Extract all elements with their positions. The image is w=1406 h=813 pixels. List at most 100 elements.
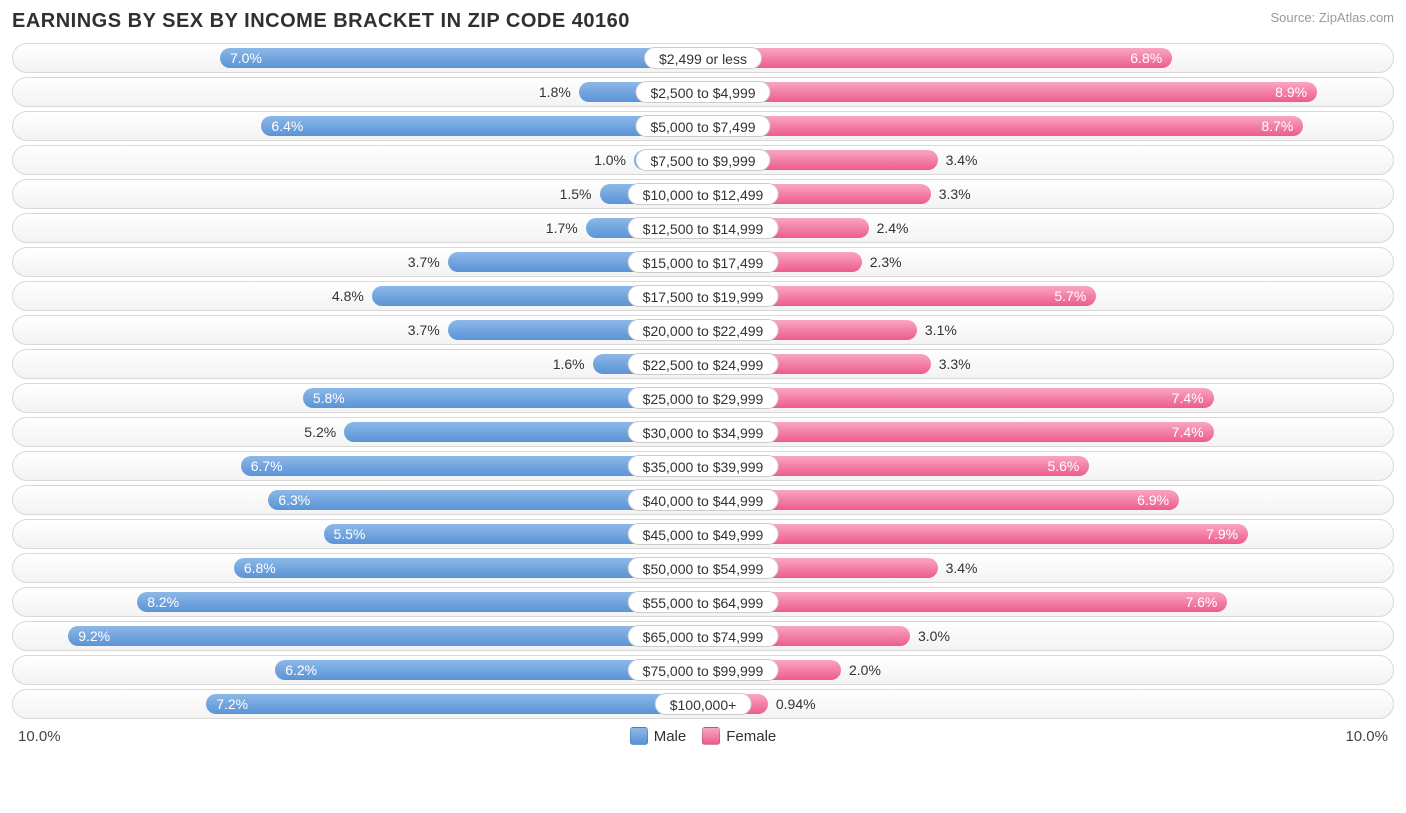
chart-row: 9.2% 3.0% $65,000 to $74,999: [12, 621, 1394, 651]
female-value-label: 7.6%: [1175, 592, 1227, 612]
chart-row: 5.8% 7.4% $25,000 to $29,999: [12, 383, 1394, 413]
male-value-label: 6.2%: [275, 660, 327, 680]
chart-row: 1.7% 2.4% $12,500 to $14,999: [12, 213, 1394, 243]
bracket-label: $30,000 to $34,999: [628, 421, 779, 443]
bracket-label: $5,000 to $7,499: [635, 115, 770, 137]
legend-male-label: Male: [654, 728, 687, 745]
chart-row: 1.6% 3.3% $22,500 to $24,999: [12, 349, 1394, 379]
bracket-label: $100,000+: [655, 693, 752, 715]
chart-row: 5.2% 7.4% $30,000 to $34,999: [12, 417, 1394, 447]
bracket-label: $65,000 to $74,999: [628, 625, 779, 647]
bracket-label: $45,000 to $49,999: [628, 523, 779, 545]
male-bar: [220, 48, 703, 68]
female-value-label: 3.3%: [931, 184, 971, 204]
male-value-label: 6.8%: [234, 558, 286, 578]
bracket-label: $25,000 to $29,999: [628, 387, 779, 409]
chart-row: 1.0% 3.4% $7,500 to $9,999: [12, 145, 1394, 175]
bracket-label: $12,500 to $14,999: [628, 217, 779, 239]
female-bar: [703, 422, 1214, 442]
bracket-label: $50,000 to $54,999: [628, 557, 779, 579]
male-value-label: 8.2%: [137, 592, 189, 612]
male-value-label: 4.8%: [332, 286, 372, 306]
female-value-label: 3.4%: [938, 558, 978, 578]
bracket-label: $10,000 to $12,499: [628, 183, 779, 205]
chart-row: 6.3% 6.9% $40,000 to $44,999: [12, 485, 1394, 515]
male-swatch-icon: [630, 727, 648, 745]
female-value-label: 3.3%: [931, 354, 971, 374]
header: EARNINGS BY SEX BY INCOME BRACKET IN ZIP…: [12, 10, 1394, 33]
male-value-label: 6.4%: [261, 116, 313, 136]
male-value-label: 5.2%: [304, 422, 344, 442]
chart-row: 8.2% 7.6% $55,000 to $64,999: [12, 587, 1394, 617]
axis-left-label: 10.0%: [18, 728, 61, 745]
source-label: Source: ZipAtlas.com: [1270, 10, 1394, 25]
chart-row: 7.2% 0.94% $100,000+: [12, 689, 1394, 719]
female-bar: [703, 82, 1317, 102]
bracket-label: $40,000 to $44,999: [628, 489, 779, 511]
female-value-label: 2.3%: [862, 252, 902, 272]
chart-row: 5.5%7.9%$45,000 to $49,999: [12, 519, 1394, 549]
female-bar: [703, 524, 1248, 544]
female-value-label: 3.1%: [917, 320, 957, 340]
bracket-label: $20,000 to $22,499: [628, 319, 779, 341]
axis-right-label: 10.0%: [1345, 728, 1388, 745]
bracket-label: $15,000 to $17,499: [628, 251, 779, 273]
male-value-label: 7.2%: [206, 694, 258, 714]
female-value-label: 8.7%: [1251, 116, 1303, 136]
female-value-label: 5.7%: [1044, 286, 1096, 306]
female-value-label: 7.4%: [1162, 422, 1214, 442]
male-value-label: 1.0%: [594, 150, 634, 170]
female-value-label: 6.9%: [1127, 490, 1179, 510]
male-value-label: 1.7%: [546, 218, 586, 238]
male-bar: [137, 592, 703, 612]
bracket-label: $22,500 to $24,999: [628, 353, 779, 375]
female-value-label: 2.0%: [841, 660, 881, 680]
legend-male: Male: [630, 727, 687, 745]
female-value-label: 2.4%: [869, 218, 909, 238]
male-value-label: 7.0%: [220, 48, 272, 68]
bracket-label: $2,500 to $4,999: [635, 81, 770, 103]
chart-row: 7.0% 6.8% $2,499 or less: [12, 43, 1394, 73]
male-value-label: 1.6%: [553, 354, 593, 374]
chart-row: 6.4% 8.7% $5,000 to $7,499: [12, 111, 1394, 141]
male-value-label: 1.8%: [539, 82, 579, 102]
female-value-label: 5.6%: [1037, 456, 1089, 476]
female-bar: [703, 388, 1214, 408]
legend-female: Female: [702, 727, 776, 745]
female-value-label: 3.4%: [938, 150, 978, 170]
female-bar: [703, 116, 1303, 136]
female-value-label: 3.0%: [910, 626, 950, 646]
female-value-label: 8.9%: [1265, 82, 1317, 102]
bracket-label: $75,000 to $99,999: [628, 659, 779, 681]
male-value-label: 6.3%: [268, 490, 320, 510]
legend: Male Female: [630, 727, 777, 745]
chart-row: 1.5% 3.3% $10,000 to $12,499: [12, 179, 1394, 209]
bracket-label: $7,500 to $9,999: [635, 149, 770, 171]
chart-row: 3.7% 2.3% $15,000 to $17,499: [12, 247, 1394, 277]
chart-row: 6.2% 2.0% $75,000 to $99,999: [12, 655, 1394, 685]
legend-female-label: Female: [726, 728, 776, 745]
female-value-label: 7.9%: [1196, 524, 1248, 544]
chart-row: 3.7% 3.1% $20,000 to $22,499: [12, 315, 1394, 345]
male-value-label: 9.2%: [68, 626, 120, 646]
bracket-label: $35,000 to $39,999: [628, 455, 779, 477]
male-value-label: 3.7%: [408, 320, 448, 340]
chart-row: 1.8% 8.9% $2,500 to $4,999: [12, 77, 1394, 107]
male-value-label: 5.8%: [303, 388, 355, 408]
chart-title: EARNINGS BY SEX BY INCOME BRACKET IN ZIP…: [12, 10, 630, 33]
male-bar: [68, 626, 703, 646]
male-value-label: 6.7%: [241, 456, 293, 476]
bracket-label: $17,500 to $19,999: [628, 285, 779, 307]
bracket-label: $55,000 to $64,999: [628, 591, 779, 613]
female-swatch-icon: [702, 727, 720, 745]
female-value-label: 6.8%: [1120, 48, 1172, 68]
female-value-label: 0.94%: [768, 694, 816, 714]
chart-row: 6.8% 3.4% $50,000 to $54,999: [12, 553, 1394, 583]
bracket-label: $2,499 or less: [644, 47, 762, 69]
female-bar: [703, 48, 1172, 68]
chart-row: 6.7% 5.6% $35,000 to $39,999: [12, 451, 1394, 481]
male-value-label: 3.7%: [408, 252, 448, 272]
chart-footer: 10.0% Male Female 10.0%: [12, 727, 1394, 745]
male-value-label: 1.5%: [560, 184, 600, 204]
female-value-label: 7.4%: [1162, 388, 1214, 408]
